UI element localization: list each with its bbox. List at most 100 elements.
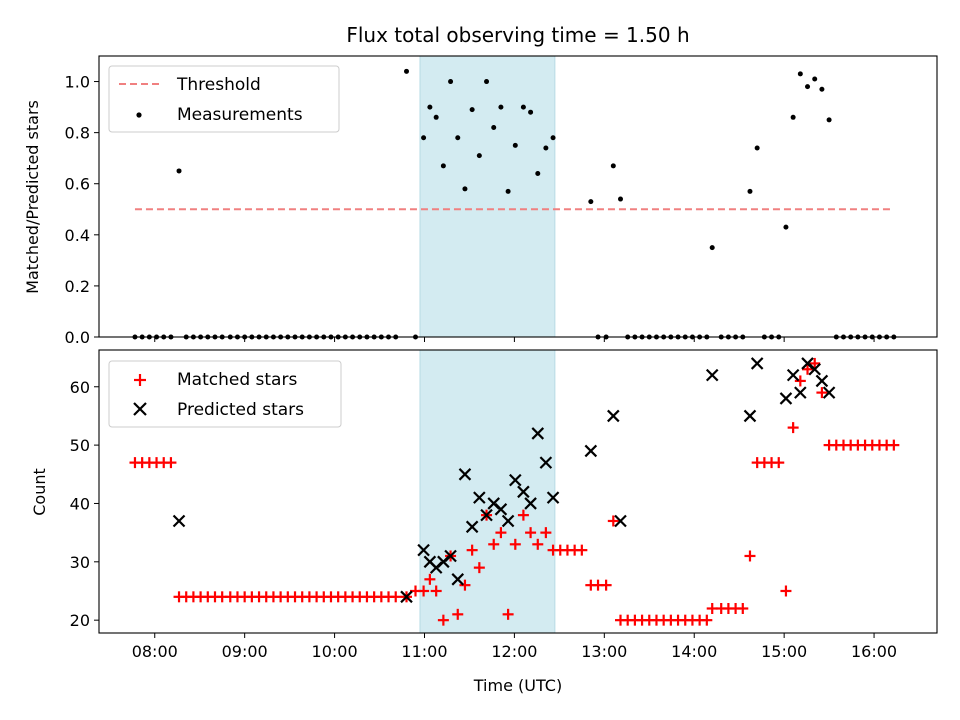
bottom-y-tick-label: 20 [70, 611, 90, 630]
measurement-point [491, 125, 497, 131]
matched-star-point [466, 544, 478, 556]
measurement-point [498, 104, 504, 110]
top-y-tick-label: 1.0 [65, 73, 90, 92]
matched-star-point [517, 509, 529, 521]
measurement-point [783, 224, 789, 230]
matched-legend-swatch [134, 374, 146, 386]
predicted-star-point [750, 357, 764, 370]
matched-star-point [787, 422, 799, 434]
measurement-point [440, 163, 446, 169]
predicted-legend-swatch [133, 402, 147, 416]
bottom-y-tick-label: 60 [70, 378, 90, 397]
matched-stars-series [129, 357, 900, 626]
predicted-star-point [172, 514, 186, 528]
predicted-star-point [531, 427, 545, 440]
measurement-point [520, 104, 526, 110]
bottom-x-tick-label: 14:00 [671, 642, 717, 661]
predicted-star-point [501, 514, 515, 528]
predicted-star-point [815, 374, 829, 388]
measurement-point [550, 135, 556, 141]
bottom-x-axis: 08:00 09:00 10:00 11:00 12:00 13:00 14:00 15:00… [132, 633, 897, 661]
measurement-point [448, 79, 454, 85]
top-y-tick-label: 0.0 [65, 328, 90, 347]
top-y-tick-label: 0.2 [65, 277, 90, 296]
matched-star-point [576, 544, 588, 556]
measurement-point [455, 135, 461, 141]
matched-star-point [452, 608, 464, 620]
measurement-point [543, 145, 549, 151]
predicted-star-point [584, 444, 598, 458]
predicted-star-point [494, 503, 508, 516]
measurement-point [747, 188, 753, 194]
predicted-star-point [400, 590, 413, 604]
top-y-tick-label: 0.8 [65, 124, 90, 143]
predicted-star-point [743, 409, 757, 423]
predicted-star-point [794, 386, 807, 399]
predicted-star-point [705, 368, 719, 382]
matched-star-point [473, 562, 485, 574]
bottom-x-tick-label: 10:00 [312, 642, 358, 661]
measurement-point [819, 86, 825, 92]
threshold-legend-label: Threshold [176, 75, 261, 95]
matched-star-point [802, 363, 814, 375]
measurement-point [484, 79, 490, 85]
top-y-tick-label: 0.4 [65, 226, 90, 245]
predicted-star-point [473, 491, 486, 504]
measurement-point [421, 135, 427, 141]
matched-star-point [744, 550, 756, 562]
bottom-x-label: Time (UTC) [473, 676, 562, 695]
predicted-star-point [539, 456, 553, 469]
measurement-point [709, 245, 715, 251]
matched-legend-label: Matched stars [177, 370, 297, 390]
top-y-label: Matched/Predicted stars [23, 100, 42, 294]
bottom-x-tick-label: 09:00 [222, 642, 268, 661]
bottom-legend-box [108, 360, 342, 428]
bottom-axes-frame [98, 349, 938, 634]
top-shaded-region [419, 55, 556, 338]
matched-star-point [459, 579, 471, 591]
measurement-point [176, 168, 182, 174]
measurement-point [427, 104, 433, 110]
matched-star-point [509, 538, 521, 550]
predicted-star-point [779, 392, 793, 405]
top-axes-frame [98, 55, 938, 338]
matched-star-point [488, 538, 500, 550]
matched-star-point [773, 457, 785, 469]
top-title: Flux total observing time = 1.50 h [346, 23, 689, 47]
top-shade-rect [419, 55, 556, 338]
predicted-star-point [465, 520, 479, 534]
top-panel: 0.0 0.2 0.4 0.6 0.8 1.0 Flux total observing … [23, 23, 938, 347]
predicted-star-point [480, 508, 493, 522]
measurement-point [826, 117, 832, 123]
matched-star-point [532, 538, 544, 550]
matched-star-point [600, 579, 612, 591]
bottom-y-tick-label: 50 [70, 436, 90, 455]
measurement-point [462, 186, 468, 192]
top-x-ticks [154, 337, 875, 342]
predicted-star-point [517, 485, 530, 499]
measurement-point [790, 114, 796, 120]
bottom-x-tick-label: 13:00 [581, 642, 627, 661]
measurement-point [610, 163, 616, 169]
matched-star-point [418, 585, 430, 597]
matched-star-point [437, 614, 449, 626]
measurement-point [404, 68, 410, 74]
bottom-y-label: Count [30, 468, 49, 516]
bottom-y-axis: 20 30 40 50 60 [70, 378, 99, 630]
matched-star-point [794, 375, 806, 387]
predicted-star-point [444, 549, 457, 563]
predicted-star-point [786, 368, 800, 382]
bottom-x-tick-label: 16:00 [851, 642, 897, 661]
predicted-star-point [822, 386, 836, 399]
measurement-point [588, 199, 594, 205]
measurement-point [505, 188, 511, 194]
measurement-point [528, 109, 534, 115]
top-legend: Threshold Measurements [108, 65, 340, 133]
matched-star-point [607, 515, 619, 527]
bottom-x-tick-label: 15:00 [761, 642, 807, 661]
bottom-x-tick-label: 11:00 [401, 642, 447, 661]
top-y-tick-label: 0.6 [65, 175, 90, 194]
measurement-point [754, 145, 760, 151]
predicted-stars-series [172, 357, 836, 604]
predicted-star-point [607, 409, 620, 423]
